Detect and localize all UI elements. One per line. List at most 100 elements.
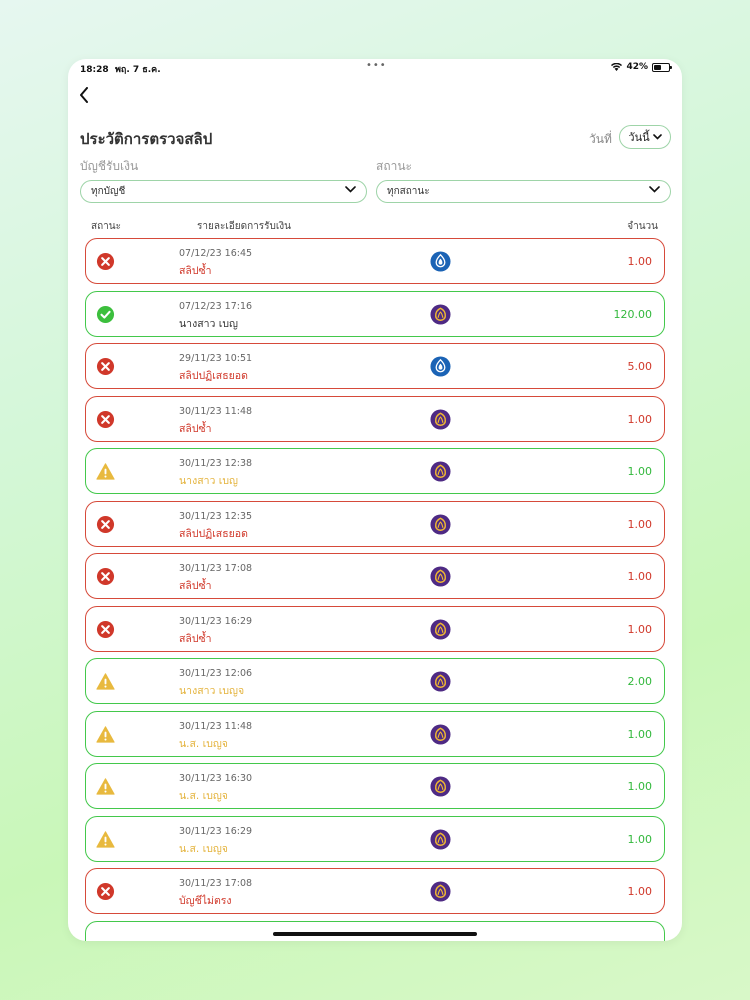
slip-amount: 1.00 bbox=[627, 412, 653, 426]
warning-triangle-icon bbox=[96, 462, 115, 481]
status-time-text: 18:28 bbox=[80, 65, 109, 75]
slip-amount: 5.00 bbox=[627, 360, 653, 373]
slip-row-partial[interactable] bbox=[85, 920, 665, 941]
slip-detail: สลิปปฏิเสธยอด bbox=[179, 370, 248, 382]
slip-amount: 1.00 bbox=[627, 832, 653, 846]
slip-amount: 1.00 bbox=[627, 622, 653, 636]
page-title: ประวัติการตรวจสลิป bbox=[80, 130, 213, 148]
slip-row[interactable]: 30/11/23 12:06 นางสาว เบญจ 2.00 bbox=[85, 658, 665, 704]
slip-row[interactable]: 30/11/23 16:29 สลิปซ้ำ 1.00 bbox=[85, 605, 665, 652]
slip-date: 30/11/23 17:08 bbox=[179, 878, 253, 889]
slip-detail: สลิปซ้ำ bbox=[179, 632, 212, 645]
scb-logo-icon bbox=[430, 408, 451, 430]
wifi-icon bbox=[611, 63, 623, 71]
status-bar: 18:28 พฤ. 7 ธ.ค. ••• 42% bbox=[68, 59, 682, 77]
slip-row[interactable]: 07/12/23 17:16 นางสาว เบญ 120.00 bbox=[85, 290, 665, 337]
slip-amount: 1.00 bbox=[627, 465, 653, 478]
slip-date: 30/11/23 17:08 bbox=[179, 563, 253, 574]
slip-detail: นางสาว เบญ bbox=[179, 475, 238, 487]
error-x-icon bbox=[96, 357, 115, 376]
scb-logo-icon bbox=[430, 723, 451, 745]
scb-logo-icon bbox=[430, 618, 451, 640]
date-label: วันที่ bbox=[589, 132, 612, 146]
column-header-status: สถานะ bbox=[91, 221, 121, 232]
date-filter-select[interactable]: วันนี้ bbox=[619, 125, 671, 149]
status-filter-select[interactable]: ทุกสถานะ bbox=[376, 180, 671, 203]
status-date-text: พฤ. 7 ธ.ค. bbox=[114, 65, 161, 75]
scb-logo-icon bbox=[430, 881, 451, 902]
column-header-amount: จำนวน bbox=[627, 221, 658, 232]
slip-detail: บัญชีไม่ตรง bbox=[179, 895, 232, 907]
date-filter-value: วันนี้ bbox=[628, 131, 650, 144]
status-filter-label: สถานะ bbox=[376, 159, 412, 173]
scb-logo-icon bbox=[430, 461, 451, 482]
warning-triangle-icon bbox=[96, 725, 115, 744]
slip-date: 30/11/23 16:30 bbox=[179, 773, 253, 784]
slip-date: 07/12/23 17:16 bbox=[179, 300, 253, 312]
error-x-icon bbox=[96, 410, 115, 429]
slip-date: 30/11/23 16:29 bbox=[179, 615, 253, 627]
account-filter-select[interactable]: ทุกบัญชี bbox=[80, 180, 367, 203]
scb-logo-icon bbox=[430, 513, 451, 535]
slip-amount: 1.00 bbox=[627, 570, 653, 583]
slip-row[interactable]: 30/11/23 11:48 สลิปซ้ำ 1.00 bbox=[85, 395, 665, 442]
back-button[interactable] bbox=[74, 83, 94, 107]
success-check-icon bbox=[96, 305, 115, 324]
scb-logo-icon bbox=[430, 776, 451, 797]
slip-row[interactable]: 29/11/23 10:51 สลิปปฏิเสธยอด 5.00 bbox=[85, 343, 665, 389]
slip-date: 30/11/23 11:48 bbox=[179, 405, 253, 417]
slip-detail: น.ส. เบญจ bbox=[179, 737, 228, 750]
scb-logo-icon bbox=[430, 671, 451, 692]
slip-date: 30/11/23 16:29 bbox=[179, 825, 253, 837]
kbank-logo-icon bbox=[430, 251, 451, 272]
column-header-details: รายละเอียดการรับเงิน bbox=[197, 221, 292, 232]
slip-detail: นางสาว เบญจ bbox=[179, 685, 245, 697]
slip-date: 30/11/23 12:35 bbox=[179, 510, 253, 522]
scb-logo-icon bbox=[430, 828, 451, 850]
slip-detail: นางสาว เบญ bbox=[179, 317, 238, 330]
account-filter-label: บัญชีรับเงิน bbox=[80, 159, 139, 173]
app-window: 18:28 พฤ. 7 ธ.ค. ••• 42% ประวัติการตรวจส… bbox=[68, 59, 682, 941]
scb-logo-icon bbox=[430, 566, 451, 587]
slip-amount: 2.00 bbox=[627, 675, 653, 688]
status-filter-value: ทุกสถานะ bbox=[387, 186, 430, 197]
slip-date: 30/11/23 11:48 bbox=[179, 720, 253, 732]
slip-detail: สลิปซ้ำ bbox=[179, 580, 212, 592]
slip-row[interactable]: 30/11/23 12:35 สลิปปฏิเสธยอด 1.00 bbox=[85, 500, 665, 547]
slip-amount: 1.00 bbox=[627, 885, 653, 898]
kbank-logo-icon bbox=[430, 356, 451, 377]
slip-row[interactable]: 30/11/23 16:30 น.ส. เบญจ 1.00 bbox=[85, 763, 665, 809]
slip-row[interactable]: 30/11/23 12:38 นางสาว เบญ 1.00 bbox=[85, 448, 665, 494]
slip-date: 29/11/23 10:51 bbox=[179, 353, 253, 364]
slip-amount: 1.00 bbox=[627, 727, 653, 741]
warning-triangle-icon bbox=[96, 777, 115, 796]
slip-detail: น.ส. เบญจ bbox=[179, 842, 228, 855]
chevron-down-icon bbox=[649, 186, 660, 193]
slip-date: 30/11/23 12:06 bbox=[179, 668, 253, 679]
error-x-icon bbox=[96, 515, 115, 534]
chevron-down-icon bbox=[345, 186, 356, 193]
slip-row[interactable]: 30/11/23 16:29 น.ส. เบญจ 1.00 bbox=[85, 815, 665, 862]
slip-date: 07/12/23 16:45 bbox=[179, 248, 253, 259]
slip-detail: สลิปซ้ำ bbox=[179, 422, 212, 435]
error-x-icon bbox=[96, 882, 115, 901]
slip-row[interactable]: 07/12/23 16:45 สลิปซ้ำ 1.00 bbox=[85, 238, 665, 284]
status-right: 42% bbox=[611, 62, 672, 72]
chevron-left-icon bbox=[80, 87, 88, 103]
slip-detail: สลิปซ้ำ bbox=[179, 265, 212, 277]
scb-logo-icon bbox=[430, 303, 451, 325]
slip-amount: 120.00 bbox=[613, 307, 653, 321]
error-x-icon bbox=[96, 620, 115, 639]
slip-row[interactable]: 30/11/23 17:08 บัญชีไม่ตรง 1.00 bbox=[85, 868, 665, 914]
multitask-dots-icon[interactable]: ••• bbox=[366, 60, 387, 71]
slip-row[interactable]: 30/11/23 17:08 สลิปซ้ำ 1.00 bbox=[85, 553, 665, 599]
slip-amount: 1.00 bbox=[627, 517, 653, 531]
home-indicator[interactable] bbox=[273, 932, 477, 936]
status-time: 18:28 พฤ. 7 ธ.ค. bbox=[80, 62, 161, 76]
error-x-icon bbox=[96, 567, 115, 586]
slip-row[interactable]: 30/11/23 11:48 น.ส. เบญจ 1.00 bbox=[85, 710, 665, 757]
chevron-down-icon bbox=[652, 134, 662, 140]
slip-detail: น.ส. เบญจ bbox=[179, 790, 228, 802]
slip-date: 30/11/23 12:38 bbox=[179, 458, 253, 469]
slip-amount: 1.00 bbox=[627, 255, 653, 268]
